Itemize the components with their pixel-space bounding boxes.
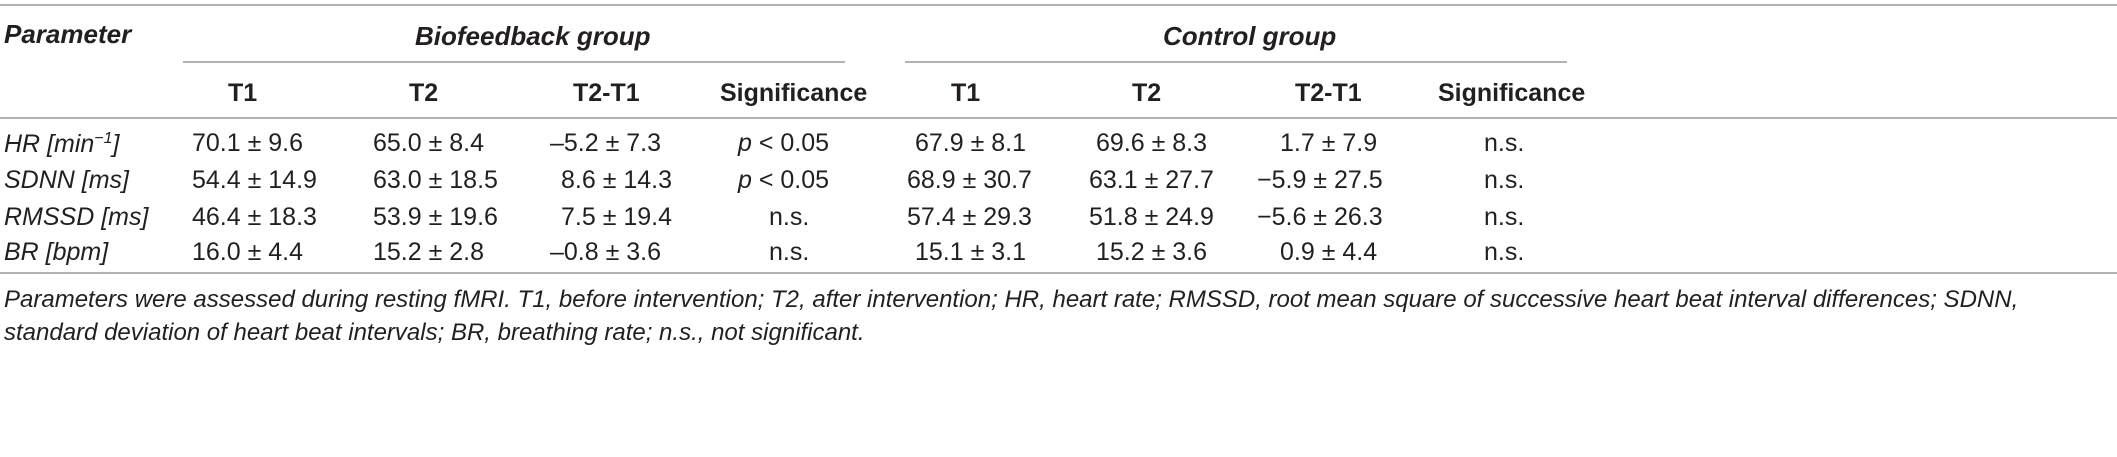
parameter-label: RMSSD [ms]	[4, 203, 149, 231]
table-cell: 65.0 ± 8.4	[373, 129, 485, 157]
table-cell: 53.9 ± 19.6	[373, 203, 498, 231]
column-header: T1	[951, 79, 981, 107]
column-header: T1	[228, 79, 258, 107]
table-cell: 63.0 ± 18.5	[373, 166, 498, 194]
parameter-label: SDNN [ms]	[4, 166, 129, 194]
table-cell: 15.1 ± 3.1	[915, 238, 1027, 266]
table-cell: n.s.	[1484, 166, 1525, 194]
table-cell: –0.8 ± 3.6	[550, 238, 662, 266]
table-cell: n.s.	[1484, 203, 1525, 231]
control-group-header: Control group	[1163, 21, 1337, 51]
column-header: Significance	[720, 79, 868, 107]
column-header: Significance	[1438, 79, 1586, 107]
table-cell: −5.6 ± 26.3	[1257, 203, 1383, 231]
table-cell: −5.9 ± 27.5	[1257, 166, 1383, 194]
table-cell: 51.8 ± 24.9	[1089, 203, 1214, 231]
biofeedback-group-header: Biofeedback group	[415, 21, 651, 51]
table-bottom-rule	[0, 272, 2117, 274]
table-cell: 8.6 ± 14.3	[561, 166, 673, 194]
table-cell: 67.9 ± 8.1	[915, 129, 1027, 157]
table-cell: 46.4 ± 18.3	[192, 203, 317, 231]
table-cell: 0.9 ± 4.4	[1280, 238, 1378, 266]
control-group-underline	[905, 61, 1567, 63]
table-cell: 7.5 ± 19.4	[561, 203, 673, 231]
significance-cell: p < 0.05	[738, 166, 830, 194]
table-cell: 63.1 ± 27.7	[1089, 166, 1214, 194]
column-header: T2-T1	[573, 79, 640, 107]
table-cell: 1.7 ± 7.9	[1280, 129, 1378, 157]
table-cell: n.s.	[769, 203, 810, 231]
column-header: T2-T1	[1295, 79, 1362, 107]
table-cell: –5.2 ± 7.3	[550, 129, 662, 157]
table-header-rule	[0, 117, 2117, 119]
table-cell: 70.1 ± 9.6	[192, 129, 304, 157]
table-cell: 16.0 ± 4.4	[192, 238, 304, 266]
parameter-label: HR [min−1]	[4, 130, 120, 158]
table-cell: 15.2 ± 2.8	[373, 238, 485, 266]
table-cell: n.s.	[1484, 238, 1525, 266]
table-footnote: Parameters were assessed during resting …	[4, 286, 2019, 346]
table-cell: 54.4 ± 14.9	[192, 166, 317, 194]
column-header: T2	[409, 79, 439, 107]
significance-cell: p < 0.05	[738, 129, 830, 157]
table-top-rule	[0, 4, 2117, 6]
table-cell: 69.6 ± 8.3	[1096, 129, 1208, 157]
table-cell: n.s.	[1484, 129, 1525, 157]
parameter-column-header: Parameter	[4, 19, 132, 49]
table-cell: 15.2 ± 3.6	[1096, 238, 1208, 266]
table-cell: 57.4 ± 29.3	[907, 203, 1032, 231]
table-cell: n.s.	[769, 238, 810, 266]
column-header: T2	[1132, 79, 1162, 107]
parameter-label: BR [bpm]	[4, 238, 109, 266]
biofeedback-group-underline	[183, 61, 845, 63]
table-cell: 68.9 ± 30.7	[907, 166, 1032, 194]
